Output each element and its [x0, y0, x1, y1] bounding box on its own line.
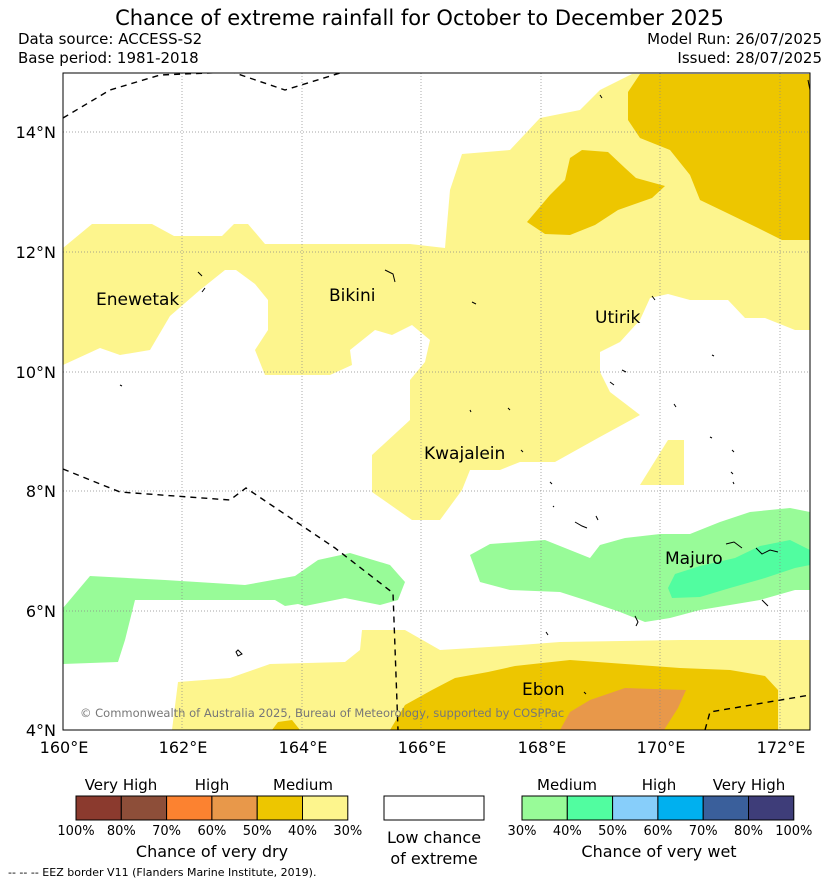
legend-low-chance: Low chance of extreme: [383, 795, 485, 868]
legend-wet-swatch: [566, 795, 614, 821]
place-label-utirik: Utirik: [595, 308, 641, 328]
region-dry-high: [560, 688, 686, 730]
legend-dry-pct-label: 80%: [107, 824, 136, 839]
legend-wet: Medium High Very High 30% 40% 50% 60% 70% 80%…: [508, 776, 813, 861]
legend-dry-level-medium: Medium: [273, 776, 333, 794]
legend-low-chance-line1: Low chance: [387, 828, 481, 847]
base-period: Base period: 1981-2018: [18, 49, 199, 67]
lat-tick-labels: 14°N 12°N 10°N 8°N 6°N 4°N: [16, 123, 56, 740]
legend-dry-swatch: [256, 795, 304, 821]
eez-footnote: -- -- -- EEZ border V11 (Flanders Marine…: [8, 866, 317, 879]
lon-tick: 172°E: [757, 738, 806, 757]
copyright-note: © Commonwealth of Australia 2025, Bureau…: [80, 706, 564, 720]
legend-low-chance-line2: of extreme: [390, 849, 477, 868]
region-dry-medium-dark-ne: [628, 74, 810, 240]
legend-dry-swatch: [75, 795, 122, 821]
legend-wet-title: Chance of very wet: [581, 842, 736, 861]
legend-wet-pct-label: 80%: [734, 824, 763, 839]
legend-low-chance-swatch: [383, 795, 485, 821]
legend-wet-swatch: [612, 795, 659, 821]
eez-borders: [63, 73, 810, 730]
lat-tick: 12°N: [16, 243, 56, 262]
legend-dry-swatch: [120, 795, 168, 821]
region-dry-medium-dark-south: [390, 660, 778, 730]
legend-wet-swatch: [657, 795, 704, 821]
place-label-enewetak: Enewetak: [96, 290, 179, 310]
legend-wet-swatch: [521, 795, 568, 821]
legend-wet-pct-label: 50%: [598, 824, 627, 839]
legend-dry-level-very-high: Very High: [85, 776, 158, 794]
legend-dry-pct-label: 60%: [197, 824, 226, 839]
legend-wet-pct-label: 30%: [508, 824, 537, 839]
issued-date: Issued: 28/07/2025: [677, 49, 822, 67]
legend-wet-pct-label: 100%: [775, 824, 812, 839]
header-right: Model Run: 26/07/2025 Issued: 28/07/2025: [647, 30, 822, 68]
legend-dry-title: Chance of very dry: [136, 842, 288, 861]
legend-wet-swatch: [702, 795, 750, 821]
legend-dry-pct-label: 70%: [152, 824, 181, 839]
legend-dry-swatches: [75, 795, 349, 821]
legend-dry-swatch: [166, 795, 213, 821]
legend-dry-pct-label: 50%: [243, 824, 272, 839]
model-run: Model Run: 26/07/2025: [647, 30, 822, 48]
legend-wet-pct-label: 60%: [643, 824, 672, 839]
lon-tick: 168°E: [518, 738, 567, 757]
atolls: [119, 79, 810, 695]
region-dry-medium-light-east: [640, 440, 684, 485]
place-label-majuro: Majuro: [665, 549, 723, 569]
region-wet-medium-west: [63, 553, 405, 664]
lon-tick: 162°E: [159, 738, 208, 757]
lon-tick: 160°E: [40, 738, 89, 757]
header-left: Data source: ACCESS-S2 Base period: 1981…: [18, 30, 202, 68]
legend-wet-swatches: [521, 795, 795, 821]
map-frame: [62, 72, 811, 731]
legend-dry-percentages: 100% 80% 70% 60% 50% 40% 30%: [57, 824, 362, 839]
legend-wet-swatch: [748, 795, 795, 821]
region-dry-medium-dark-dot: [272, 720, 300, 730]
legend-dry-pct-label: 30%: [333, 824, 362, 839]
region-dry-medium-dark-center: [527, 150, 665, 235]
legend-dry: Very High High Medium 100% 80% 70% 60% 50% 40…: [57, 776, 362, 861]
lon-tick: 166°E: [398, 738, 447, 757]
data-source: Data source: ACCESS-S2: [18, 30, 203, 48]
map-plot-area: [63, 73, 810, 730]
legend-dry-swatch: [211, 795, 258, 821]
lat-tick: 14°N: [16, 123, 56, 142]
map-title: Chance of extreme rainfall for October t…: [115, 6, 724, 30]
legend-wet-pct-label: 70%: [689, 824, 718, 839]
place-label-ebon: Ebon: [522, 680, 565, 700]
legend-wet-level-very-high: Very High: [713, 776, 786, 794]
legend-dry-swatch: [302, 795, 349, 821]
lat-tick: 10°N: [16, 363, 56, 382]
legend-dry-pct-label: 100%: [57, 824, 94, 839]
lat-tick: 4°N: [26, 721, 56, 740]
legend-wet-pct-label: 40%: [553, 824, 582, 839]
lat-tick: 8°N: [26, 482, 56, 501]
legend-wet-level-medium: Medium: [537, 776, 597, 794]
region-wet-medium-dark: [668, 540, 810, 598]
legend-dry-level-high: High: [195, 776, 229, 794]
legend-dry-pct-label: 40%: [288, 824, 317, 839]
lat-tick: 6°N: [26, 602, 56, 621]
place-label-kwajalein: Kwajalein: [424, 444, 505, 464]
legend-wet-percentages: 30% 40% 50% 60% 70% 80% 100%: [508, 824, 813, 839]
lon-tick-labels: 160°E 162°E 164°E 166°E 168°E 170°E 172°…: [40, 738, 806, 757]
place-label-bikini: Bikini: [329, 286, 375, 306]
lon-tick: 170°E: [637, 738, 686, 757]
region-wet-medium-east: [470, 508, 810, 622]
legend-wet-level-high: High: [642, 776, 676, 794]
lon-tick: 164°E: [279, 738, 328, 757]
